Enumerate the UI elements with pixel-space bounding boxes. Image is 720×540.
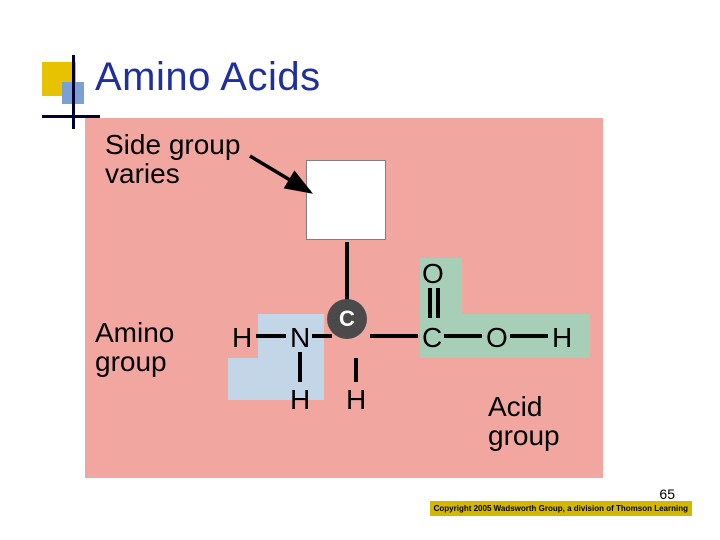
atom-h-left: H: [232, 322, 252, 354]
atom-c-center: C: [327, 299, 367, 339]
bond: [370, 334, 418, 338]
acid-group-label-line1: Acid: [488, 391, 542, 422]
atom-o-top: O: [422, 258, 444, 290]
atom-c-right: C: [422, 322, 442, 354]
atom-o-right: O: [486, 322, 508, 354]
acid-group-label-line2: group: [488, 420, 560, 451]
bond: [354, 358, 358, 382]
arrow-icon: [244, 150, 334, 210]
atom-h-below-c: H: [346, 384, 366, 416]
atom-n: N: [290, 322, 310, 354]
slide-title: Amino Acids: [95, 55, 321, 100]
bond: [256, 334, 286, 338]
side-group-label-line2: varies: [105, 158, 180, 189]
bond: [312, 334, 332, 338]
amino-group-label-line1: Amino: [95, 317, 174, 348]
bond: [444, 334, 482, 338]
copyright-box: Copyright 2005 Wadsworth Group, a divisi…: [430, 501, 692, 516]
atom-h-far-right: H: [552, 322, 572, 354]
page-number: 65: [659, 486, 675, 502]
bond: [298, 352, 302, 382]
amino-group-label-line2: group: [95, 346, 167, 377]
bond: [510, 334, 548, 338]
bond: [428, 288, 432, 318]
acid-group-label: Acid group: [488, 392, 560, 451]
amino-group-label: Amino group: [95, 318, 174, 377]
slide: Amino Acids H N H C H C O O H Side group…: [0, 0, 720, 540]
side-group-label: Side group varies: [105, 130, 240, 189]
bond: [436, 288, 440, 318]
atom-h-below-n: H: [290, 384, 310, 416]
side-group-label-line1: Side group: [105, 129, 240, 160]
